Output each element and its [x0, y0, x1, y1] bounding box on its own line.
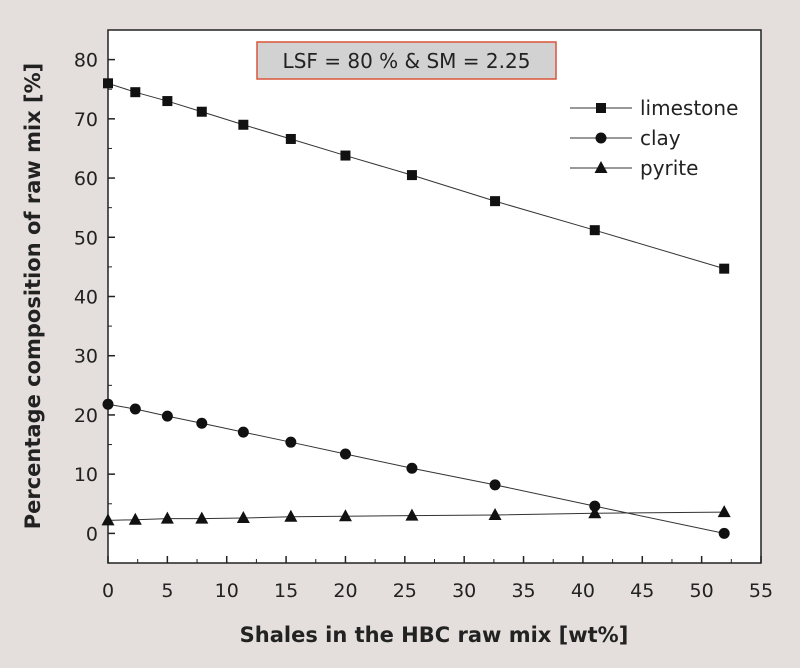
pyrite-point: [101, 513, 115, 526]
limestone-point: [589, 225, 600, 236]
pyrite-point: [338, 509, 352, 522]
annotation-label: LSF = 80 % & SM = 2.25: [283, 49, 531, 73]
limestone-point: [103, 78, 113, 89]
x-tick-label: 5: [161, 580, 173, 602]
legend-marker: [594, 161, 608, 173]
clay-point: [406, 462, 418, 474]
legend-marker: [596, 103, 606, 113]
y-axis-title: Percentage composition of raw mix [%]: [21, 63, 45, 530]
legend-marker: [595, 132, 607, 144]
x-tick-label: 45: [630, 580, 654, 602]
pyrite-point: [195, 511, 209, 524]
pyrite-point: [717, 505, 731, 518]
y-tick-label: 60: [74, 168, 98, 190]
legend-item-pyrite: pyrite: [570, 156, 698, 180]
x-tick-label: 35: [511, 580, 535, 602]
clay-point: [589, 500, 601, 512]
annotation-box: LSF = 80 % & SM = 2.25: [256, 41, 557, 80]
clay-point: [102, 398, 114, 410]
clay-point: [129, 403, 141, 415]
legend-label: pyrite: [640, 156, 698, 180]
plot-area: [107, 29, 762, 564]
x-tick-label: 40: [571, 580, 595, 602]
pyrite-point: [488, 508, 502, 521]
pyrite-point: [128, 512, 142, 525]
x-tick-label: 15: [274, 580, 298, 602]
limestone-point: [285, 133, 296, 144]
limestone-point: [719, 263, 730, 274]
legend-label: limestone: [640, 96, 738, 120]
pyrite-point: [405, 508, 419, 521]
legend-item-limestone: limestone: [570, 96, 738, 120]
clay-point: [196, 417, 208, 429]
x-tick-label: 30: [452, 580, 476, 602]
clay-point: [718, 527, 730, 539]
series-limestone: [103, 78, 730, 274]
y-tick-label: 40: [74, 287, 98, 309]
legend: limestone clay pyrite: [570, 96, 738, 180]
clay-point: [489, 479, 501, 491]
clay-point: [161, 410, 173, 422]
limestone-point: [340, 150, 351, 161]
pyrite-point: [588, 506, 602, 519]
clay-point: [237, 426, 249, 438]
x-tick-label: 50: [690, 580, 714, 602]
pyrite-point: [236, 510, 250, 523]
legend-item-clay: clay: [570, 126, 681, 150]
limestone-point: [490, 196, 501, 207]
limestone-point: [196, 106, 207, 117]
series-pyrite: [101, 505, 731, 526]
y-tick-label: 50: [74, 227, 98, 249]
annotation-background: [256, 41, 557, 80]
x-tick-label: 25: [393, 580, 417, 602]
series-clay: [102, 398, 730, 539]
y-tick-label: 0: [86, 523, 98, 545]
y-tick-label: 80: [74, 50, 98, 72]
limestone-point: [238, 119, 249, 130]
clay-point: [339, 448, 351, 460]
pyrite-point: [284, 509, 298, 522]
limestone-point: [162, 96, 173, 107]
y-axis: 0 10 20 30 40 50 60 70 80: [74, 29, 115, 564]
limestone-point: [406, 170, 417, 181]
legend-label: clay: [640, 126, 681, 150]
x-axis: 0 5 10 15 20 25 30 35 40 45 50 55: [102, 556, 773, 602]
x-tick-label: 20: [333, 580, 357, 602]
pyrite-point: [160, 511, 174, 524]
series-layer: [101, 78, 731, 539]
x-tick-label: 0: [102, 580, 114, 602]
limestone-point: [130, 87, 141, 98]
x-tick-label: 55: [749, 580, 773, 602]
y-tick-label: 20: [74, 405, 98, 427]
y-tick-label: 10: [74, 464, 98, 486]
x-axis-title: Shales in the HBC raw mix [wt%]: [240, 623, 629, 647]
y-tick-label: 70: [74, 109, 98, 131]
y-tick-label: 30: [74, 346, 98, 368]
x-tick-label: 10: [215, 580, 239, 602]
clay-point: [285, 436, 297, 448]
